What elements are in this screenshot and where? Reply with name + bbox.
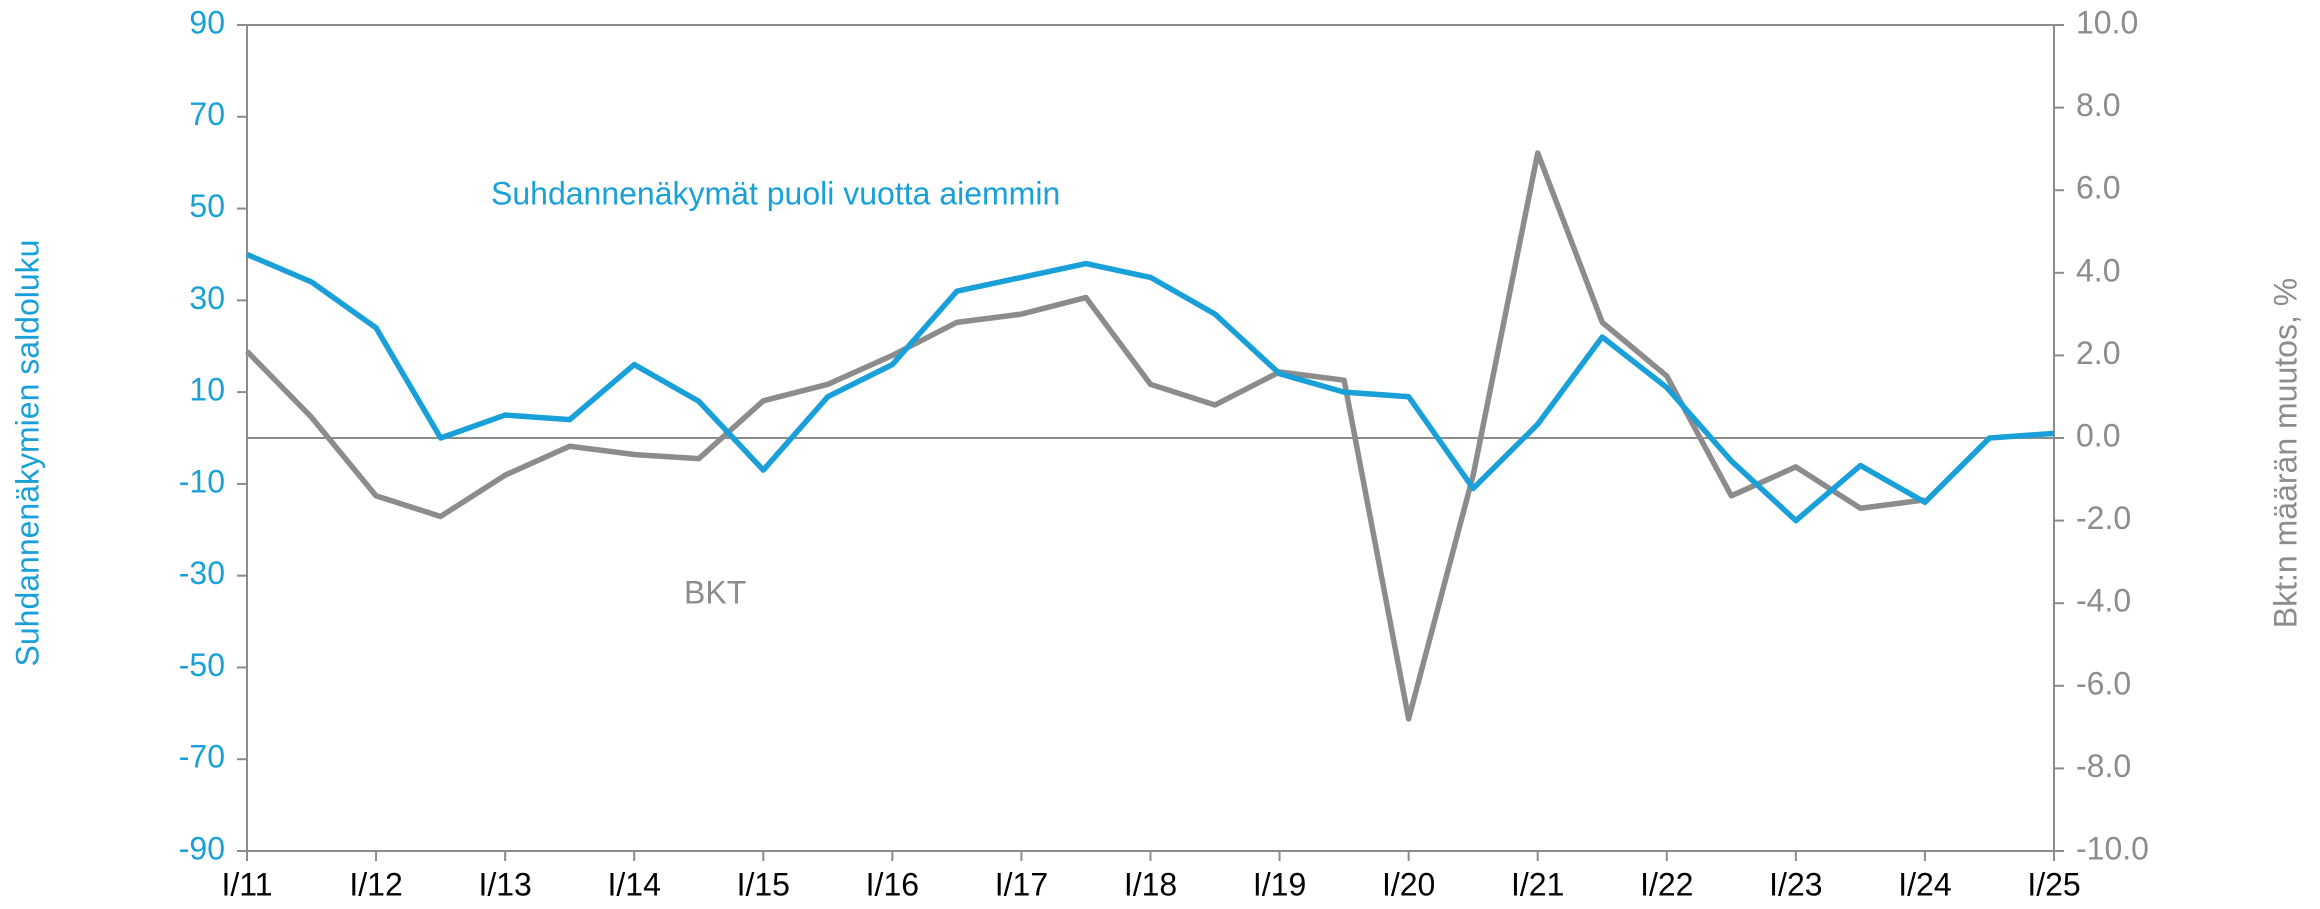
x-tick-label: I/22	[1640, 866, 1693, 902]
y-axis-label: Suhdannenäkymien saldoluku	[9, 240, 45, 667]
x-tick-label: I/21	[1511, 866, 1564, 902]
x-tick-label: I/25	[2027, 866, 2080, 902]
x-tick-label: I/20	[1382, 866, 1435, 902]
y2-tick-label: -8.0	[2076, 748, 2131, 784]
y-tick-label: 30	[189, 280, 225, 316]
series-line	[245, 150, 1926, 722]
x-tick-label: I/15	[737, 866, 790, 902]
x-tick-label: I/18	[1124, 866, 1177, 902]
x-tick-label: I/16	[866, 866, 919, 902]
y-tick-label: -10	[179, 463, 225, 499]
y-tick-label: -50	[179, 647, 225, 683]
x-tick-label: I/24	[1898, 866, 1951, 902]
y2-tick-label: -6.0	[2076, 665, 2131, 701]
y2-axis-label: Bkt:n määrän muutos, %	[2267, 278, 2303, 628]
y2-tick-label: 4.0	[2076, 252, 2120, 288]
y2-tick-label: 6.0	[2076, 170, 2120, 206]
y-tick-label: 10	[189, 372, 225, 408]
series-line	[245, 251, 2055, 524]
y-tick-label: 90	[189, 4, 225, 40]
x-tick-label: I/23	[1769, 866, 1822, 902]
x-tick-label: I/17	[995, 866, 1048, 902]
series-annotation: BKT	[684, 574, 746, 610]
y2-tick-label: -10.0	[2076, 830, 2149, 866]
y2-tick-label: -2.0	[2076, 500, 2131, 536]
y2-tick-label: 8.0	[2076, 87, 2120, 123]
x-tick-label: I/12	[349, 866, 402, 902]
y-tick-label: -30	[179, 555, 225, 591]
y2-tick-label: 10.0	[2076, 4, 2138, 40]
x-tick-label: I/13	[478, 866, 531, 902]
x-tick-label: I/11	[222, 866, 273, 902]
y2-tick-label: 2.0	[2076, 335, 2120, 371]
y-tick-label: -90	[179, 830, 225, 866]
y2-tick-label: -4.0	[2076, 583, 2131, 619]
y2-tick-label: 0.0	[2076, 417, 2120, 453]
series-annotation: Suhdannenäkymät puoli vuotta aiemmin	[491, 175, 1060, 211]
x-tick-label: I/14	[608, 866, 661, 902]
y-tick-label: -70	[179, 739, 225, 775]
x-tick-label: I/19	[1253, 866, 1306, 902]
y-tick-label: 50	[189, 188, 225, 224]
y-tick-label: 70	[189, 96, 225, 132]
